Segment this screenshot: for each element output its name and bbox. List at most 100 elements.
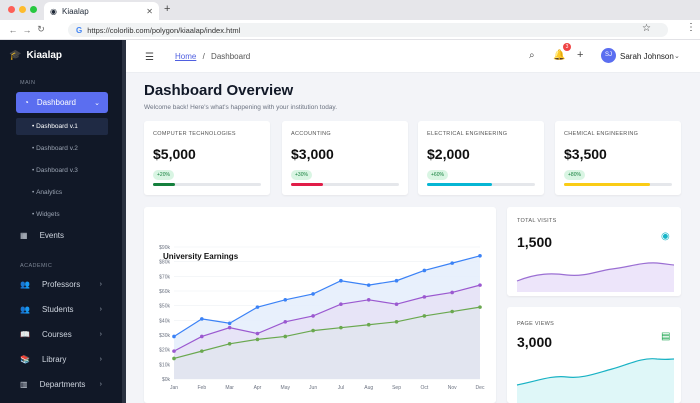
sidebar-item-label: Events <box>39 231 65 240</box>
google-icon: G <box>76 25 83 35</box>
x-tick-label: Apr <box>254 385 262 391</box>
maximize-window-button[interactable] <box>30 6 37 13</box>
sidebar-item-professors[interactable]: 👥 Professors › <box>20 280 102 289</box>
menu-toggle-icon[interactable]: ☰ <box>145 52 154 63</box>
globe-icon: ◉ <box>50 6 57 16</box>
forward-icon[interactable]: → <box>22 24 32 35</box>
stat-progress-fill <box>427 183 492 186</box>
x-tick-label: Jul <box>338 385 344 391</box>
section-label-academic: ACADEMIC <box>20 263 53 269</box>
top-bar: ☰ Home / Dashboard ⌕ 🔔 3 + SJ Sarah John… <box>126 40 700 73</box>
total-visits-card: TOTAL VISITS 1,500 ◉ <box>507 207 681 296</box>
chevron-down-icon[interactable]: ⌄ <box>674 53 680 60</box>
bell-icon[interactable]: 🔔 <box>553 50 566 61</box>
sidebar-subitem-label: Dashboard v.1 <box>36 123 78 130</box>
pageviews-sparkline <box>516 358 675 403</box>
stat-progress-track <box>291 183 399 186</box>
sidebar-subitem-label: Analytics <box>36 189 63 196</box>
browser-menu-icon[interactable]: ⋮ <box>686 22 696 33</box>
data-point <box>450 290 454 295</box>
sidebar-scrollbar[interactable] <box>122 40 126 403</box>
sidebar-item-label: Courses <box>41 330 72 339</box>
y-tick-label: $60k <box>159 289 170 295</box>
data-point <box>311 292 315 296</box>
stat-progress-fill <box>153 183 175 186</box>
sidebar-subitem-label: Widgets <box>36 211 60 218</box>
browser-toolbar: ← → ↻ G https://colorlib.com/polygon/kia… <box>0 20 700 40</box>
brand[interactable]: 🎓 Kiaalap <box>9 50 62 61</box>
breadcrumb-home-link[interactable]: Home <box>175 52 197 61</box>
data-point <box>200 317 204 321</box>
url-text: https://colorlib.com/polygon/kiaalap/ind… <box>87 25 241 35</box>
visits-label: TOTAL VISITS <box>517 218 557 224</box>
stat-progress-track <box>564 183 672 186</box>
y-tick-label: $30k <box>159 333 170 339</box>
series-line <box>173 284 481 352</box>
chevron-down-icon: ⌄ <box>94 99 100 107</box>
sidebar-item-library[interactable]: 📚 Library › <box>20 355 102 364</box>
data-point <box>478 254 482 258</box>
book-icon: 📖 <box>20 330 30 339</box>
stat-change-badge: +60% <box>427 170 448 180</box>
data-point <box>450 309 454 314</box>
x-tick-label: Mar <box>225 385 234 391</box>
x-tick-label: Aug <box>364 385 373 391</box>
data-point <box>311 314 315 318</box>
sidebar-subitem-dashboard-v1[interactable]: • Dashboard v.1 <box>16 118 108 135</box>
x-tick-label: Sep <box>392 385 401 391</box>
stat-card: ELECTRICAL ENGINEERING $2,000 +60% <box>418 121 544 195</box>
data-point <box>255 337 260 342</box>
data-point <box>366 283 371 287</box>
sidebar-item-dashboard[interactable]: ◔ Dashboard ⌄ <box>16 92 108 113</box>
data-point <box>200 349 204 353</box>
chevron-right-icon: › <box>99 306 102 313</box>
data-point <box>339 325 343 330</box>
stat-card: CHEMICAL ENGINEERING $3,500 +80% <box>555 121 681 195</box>
reload-icon[interactable]: ↻ <box>37 24 45 34</box>
stat-label: ACCOUNTING <box>291 131 331 137</box>
x-tick-label: Jun <box>309 385 317 391</box>
sidebar-item-departments[interactable]: ▥ Departments › <box>20 380 102 389</box>
y-tick-label: $50k <box>159 304 170 310</box>
sidebar-item-courses[interactable]: 📖 Courses › <box>20 330 102 339</box>
document-icon: ▤ <box>661 331 671 342</box>
back-icon[interactable]: ← <box>8 24 18 35</box>
data-point <box>172 334 176 339</box>
sidebar-subitem-label: Dashboard v.2 <box>36 145 78 152</box>
avatar[interactable]: SJ <box>601 48 616 63</box>
page-title: Dashboard Overview <box>144 82 294 99</box>
minimize-window-button[interactable] <box>19 6 26 13</box>
data-point <box>283 334 288 339</box>
sidebar-subitem-analytics[interactable]: • Analytics <box>32 189 63 196</box>
pageviews-label: PAGE VIEWS <box>517 321 555 327</box>
stat-label: CHEMICAL ENGINEERING <box>564 131 639 137</box>
brand-name: Kiaalap <box>26 50 63 61</box>
search-icon[interactable]: ⌕ <box>529 50 535 61</box>
sidebar-subitem-widgets[interactable]: • Widgets <box>32 211 60 218</box>
x-tick-label: Dec <box>476 385 485 391</box>
sidebar-subitem-dashboard-v2[interactable]: • Dashboard v.2 <box>32 145 78 152</box>
building-icon: ▥ <box>20 380 28 389</box>
browser-tab[interactable]: ◉ Kiaalap ✕ <box>44 2 159 20</box>
close-tab-icon[interactable]: ✕ <box>146 6 153 16</box>
close-window-button[interactable] <box>8 6 15 13</box>
y-tick-label: $40k <box>159 318 170 324</box>
page-subtitle: Welcome back! Here's what's happening wi… <box>144 104 338 111</box>
series-area <box>174 307 480 379</box>
address-bar[interactable]: G https://colorlib.com/polygon/kiaalap/i… <box>68 23 668 37</box>
data-point <box>422 295 427 299</box>
new-tab-button[interactable]: + <box>164 3 171 15</box>
stat-label: COMPUTER TECHNOLOGIES <box>153 131 236 137</box>
section-label-main: MAIN <box>20 80 36 86</box>
page-views-card: PAGE VIEWS 3,000 ▤ <box>507 307 681 403</box>
user-name[interactable]: Sarah Johnson <box>620 52 674 61</box>
sidebar-item-label: Library <box>41 355 67 364</box>
sidebar-item-students[interactable]: 👥 Students › <box>20 305 102 314</box>
add-icon[interactable]: + <box>577 49 584 61</box>
sidebar-item-events[interactable]: ▦ Events <box>20 231 102 240</box>
sidebar-subitem-dashboard-v3[interactable]: • Dashboard v.3 <box>32 167 78 174</box>
data-point <box>422 314 427 318</box>
bookmark-star-icon[interactable]: ☆ <box>642 23 651 34</box>
data-point <box>394 320 399 324</box>
dashboard-icon: ◔ <box>24 98 29 107</box>
